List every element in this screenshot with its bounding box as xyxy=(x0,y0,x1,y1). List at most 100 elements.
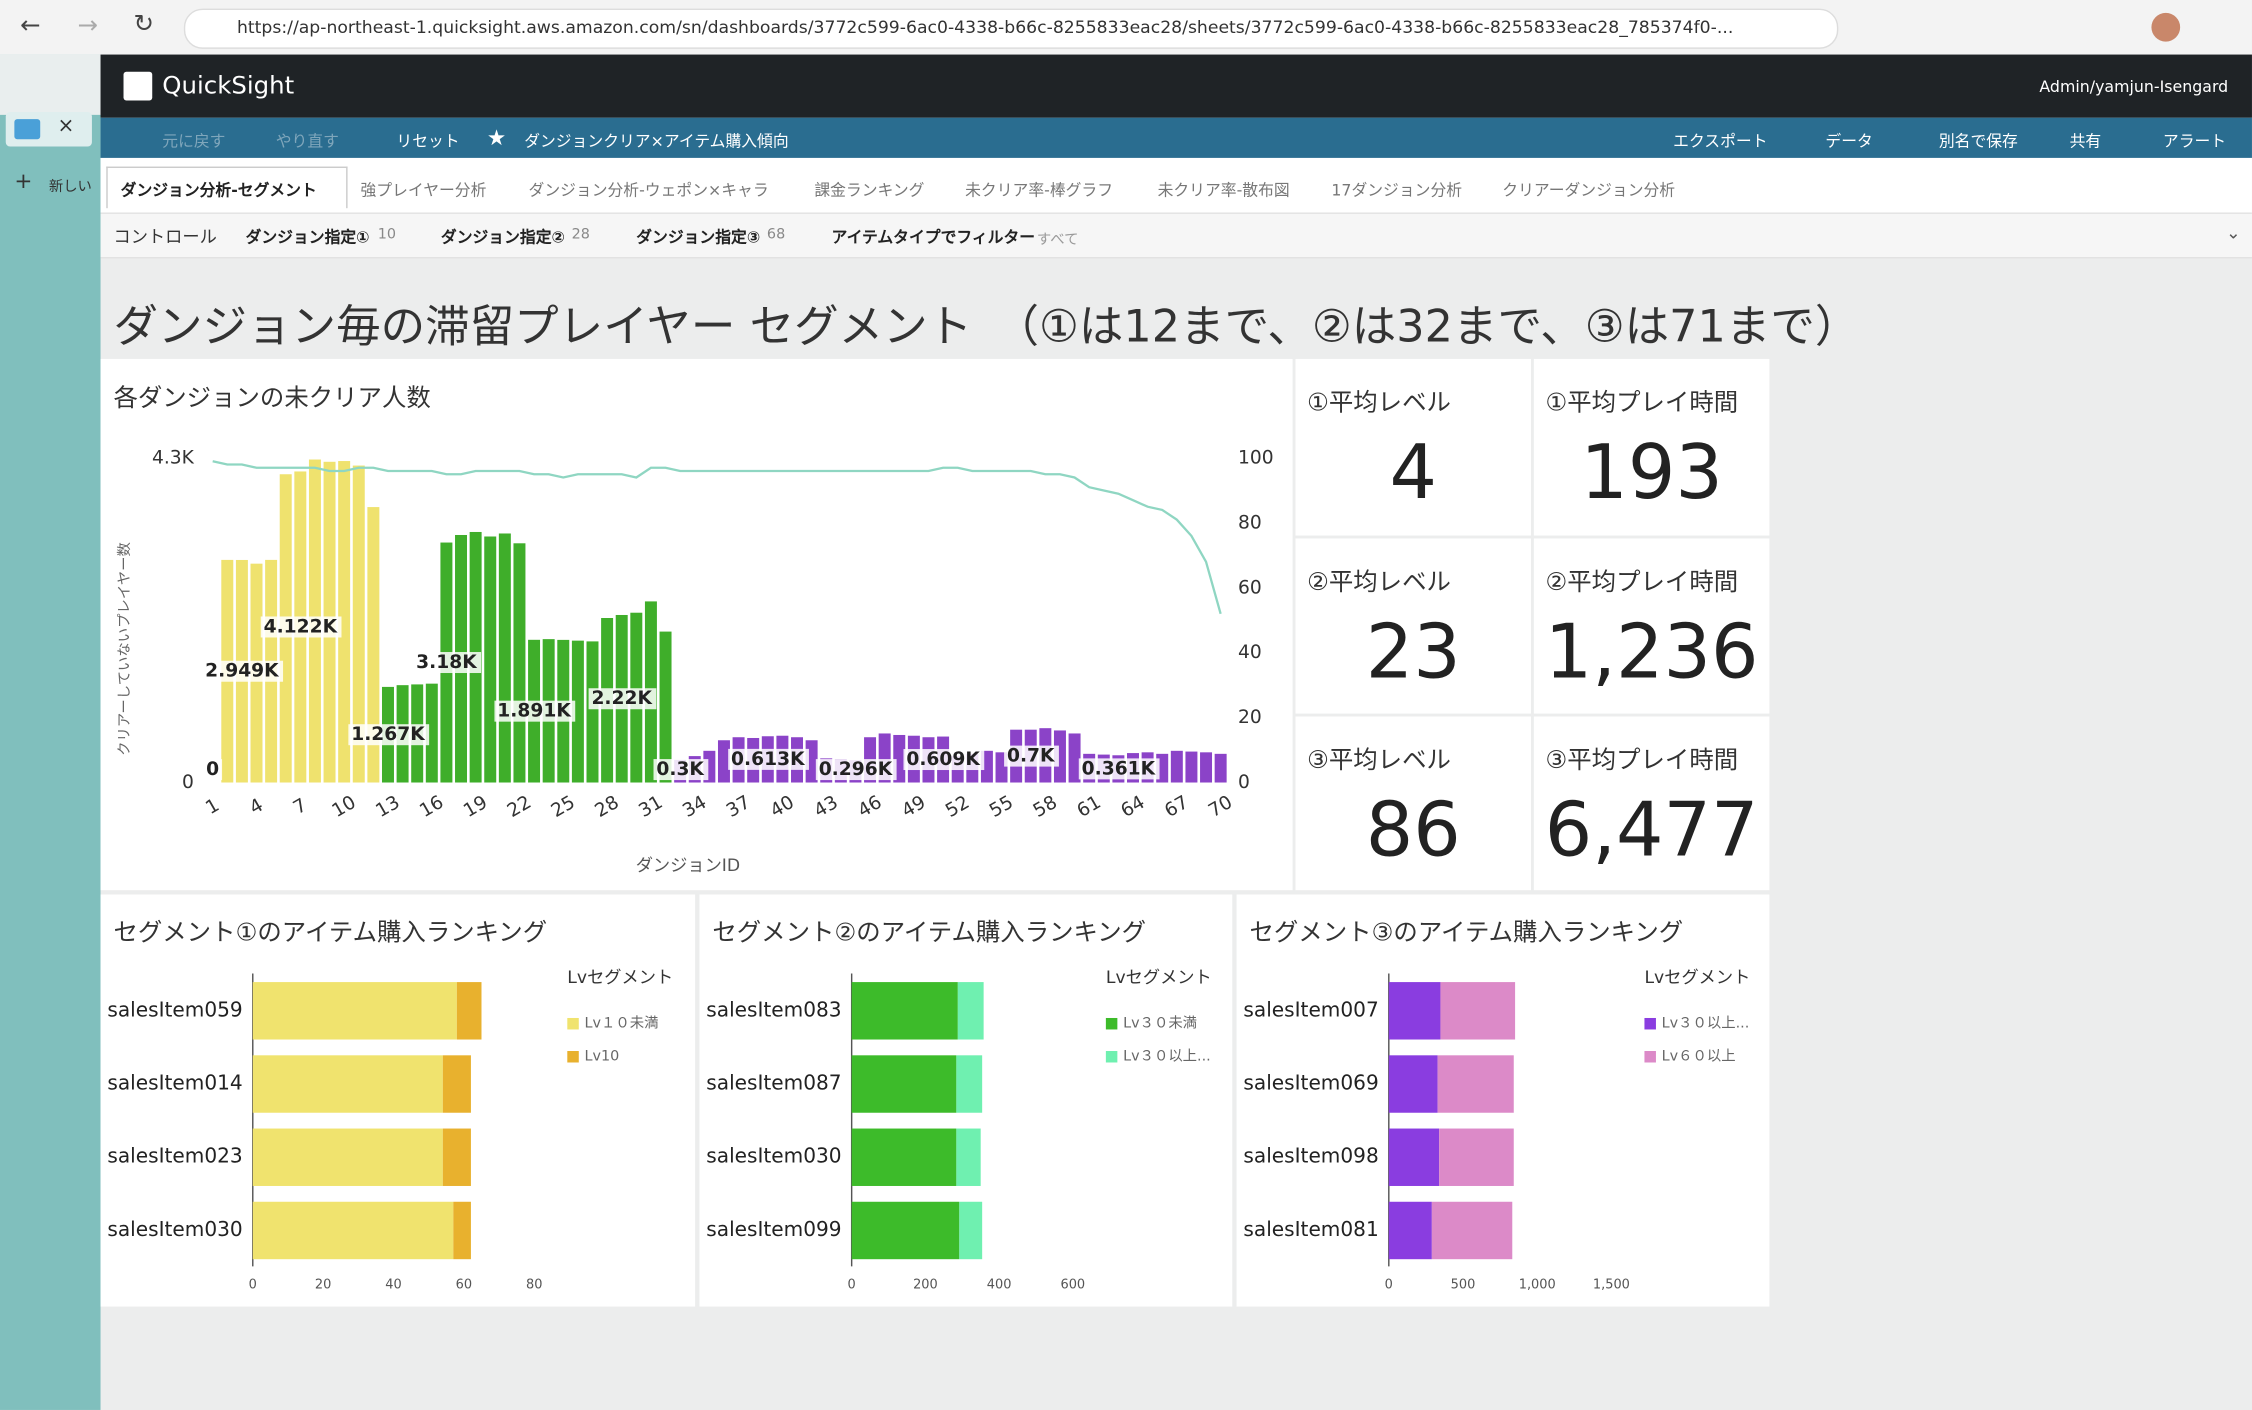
control-value[interactable]: すべて xyxy=(1036,232,1079,249)
share-button[interactable]: 共有 xyxy=(2069,132,2102,151)
y2-tick-label: 100 xyxy=(1238,448,1274,469)
y2-tick-label: 0 xyxy=(1238,772,1250,793)
bar xyxy=(703,750,716,783)
bar xyxy=(1185,751,1198,783)
kpi-card: ①平均プレイ時間 193 xyxy=(1533,358,1770,536)
bar-segment xyxy=(1437,1055,1514,1113)
y-tick-label: salesItem099 xyxy=(706,1217,841,1241)
sheet-tab[interactable]: ダンジョン分析-ウェポン×キャラ xyxy=(528,180,769,200)
x-tick-label: 16 xyxy=(416,792,447,822)
x-tick-label: 20 xyxy=(315,1278,331,1293)
sidebar xyxy=(0,54,101,1410)
user-menu[interactable]: Admin/yamjun-Isengard xyxy=(2039,77,2229,97)
data-label: 0.613K xyxy=(731,749,806,770)
sidebar-top xyxy=(0,54,101,115)
expand-controls[interactable]: ⌄ xyxy=(2226,222,2241,243)
y-tick-label: salesItem007 xyxy=(1243,997,1378,1021)
x-tick-label: 40 xyxy=(385,1278,401,1293)
address-bar[interactable] xyxy=(183,8,1839,49)
control-name[interactable]: ダンジョン指定① xyxy=(245,228,370,247)
kpi-card: ③平均プレイ時間 6,477 xyxy=(1533,716,1770,891)
profile-avatar[interactable] xyxy=(2151,12,2181,42)
data-label: 1.891K xyxy=(497,701,572,722)
reload-button[interactable]: ↻ xyxy=(133,10,155,39)
x-tick-label: 28 xyxy=(592,792,623,822)
toolbar xyxy=(100,117,2252,158)
data-label-bg xyxy=(203,759,223,781)
data-label-bg xyxy=(1078,758,1160,780)
y2-tick-label: 60 xyxy=(1238,577,1262,598)
alert-button[interactable]: アラート xyxy=(2162,132,2227,151)
reset-button[interactable]: リセット xyxy=(396,132,460,151)
x-tick-label: 400 xyxy=(987,1278,1012,1293)
sheet-tab[interactable]: 強プレイヤー分析 xyxy=(360,180,487,200)
sheet-tab[interactable]: 課金ランキング xyxy=(814,180,925,200)
sheet-tab[interactable]: クリアーダンジョン分析 xyxy=(1502,180,1676,200)
bar xyxy=(1068,733,1081,783)
sheet-tab[interactable]: 17ダンジョン分析 xyxy=(1331,180,1463,200)
legend-label: Lv３０以上... xyxy=(1662,1015,1750,1032)
bar-segment xyxy=(252,982,457,1040)
bar-segment xyxy=(1388,982,1441,1040)
x-tick-label: 49 xyxy=(898,792,929,822)
x-axis-label: ダンジョンID xyxy=(636,856,740,876)
bar-chart: セグメント②のアイテム購入ランキング 0 200 400 600 salesItem083… xyxy=(699,894,1233,1307)
x-tick-label: 7 xyxy=(290,795,311,819)
data-label-bg xyxy=(1004,745,1059,767)
kpi-value: 86 xyxy=(1365,788,1461,875)
x-tick-label: 500 xyxy=(1451,1278,1476,1293)
chart-title: 各ダンジョンの未クリア人数 xyxy=(113,383,430,412)
controls-label[interactable]: コントロール xyxy=(113,226,217,247)
new-tab-icon[interactable]: + xyxy=(14,167,33,194)
kpi-label: ③平均プレイ時間 xyxy=(1545,746,1739,776)
bar xyxy=(893,734,906,783)
y-tick-label: salesItem030 xyxy=(107,1217,242,1241)
new-tab-label[interactable]: 新しい xyxy=(48,179,92,196)
tab-bar xyxy=(100,157,2252,214)
bar xyxy=(995,752,1008,783)
control-value[interactable]: 10 xyxy=(377,226,397,243)
redo-button[interactable]: やり直す xyxy=(275,132,339,151)
x-tick-label: 64 xyxy=(1117,792,1148,822)
y2-tick-label: 20 xyxy=(1238,707,1262,728)
legend-label: Lv３０以上... xyxy=(1123,1048,1211,1065)
control-value[interactable]: 28 xyxy=(571,226,590,243)
data-button[interactable]: データ xyxy=(1825,132,1873,151)
control-value[interactable]: 68 xyxy=(766,226,786,243)
control-name[interactable]: ダンジョン指定③ xyxy=(636,228,761,247)
sheet-tab[interactable]: 未クリア率-棒グラフ xyxy=(965,180,1114,200)
data-label: 0.361K xyxy=(1082,758,1157,779)
save-as-button[interactable]: 別名で保存 xyxy=(1938,132,2018,151)
legend-label: Lv10 xyxy=(585,1049,620,1065)
undo-button[interactable]: 元に戻す xyxy=(162,132,226,151)
bar-segment xyxy=(851,1128,957,1186)
data-label: 0 xyxy=(206,759,219,780)
x-tick-label: 37 xyxy=(723,792,754,822)
kpi-label: ②平均レベル xyxy=(1306,568,1451,598)
x-tick-label: 0 xyxy=(848,1278,856,1293)
control-name[interactable]: アイテムタイプでフィルター xyxy=(831,228,1036,247)
sheet-tab[interactable]: ダンジョン分析-セグメント xyxy=(120,180,317,200)
x-tick-label: 25 xyxy=(548,792,579,822)
bar xyxy=(1156,753,1169,783)
data-label: 4.122K xyxy=(264,616,339,637)
back-button[interactable]: ← xyxy=(20,11,41,41)
x-tick-label: 10 xyxy=(329,792,360,822)
bar-segment xyxy=(453,1201,471,1260)
x-tick-label: 61 xyxy=(1074,792,1105,822)
bar xyxy=(484,536,497,783)
forward-button[interactable]: → xyxy=(77,11,99,41)
x-tick-label: 58 xyxy=(1030,792,1061,822)
x-tick-label: 80 xyxy=(526,1278,542,1293)
close-tab[interactable]: × xyxy=(57,114,75,138)
export-button[interactable]: エクスポート xyxy=(1673,132,1768,151)
data-label: 2.949K xyxy=(205,661,280,682)
y2-tick-label: 80 xyxy=(1238,512,1262,533)
x-tick-label: 34 xyxy=(679,792,710,822)
bar xyxy=(338,461,351,783)
y-tick-label: salesItem083 xyxy=(706,997,841,1021)
sheet-tab[interactable]: 未クリア率-散布図 xyxy=(1157,180,1290,200)
control-name[interactable]: ダンジョン指定② xyxy=(440,228,565,247)
bar xyxy=(1053,730,1066,783)
favorite-icon[interactable]: ★ xyxy=(486,124,507,151)
